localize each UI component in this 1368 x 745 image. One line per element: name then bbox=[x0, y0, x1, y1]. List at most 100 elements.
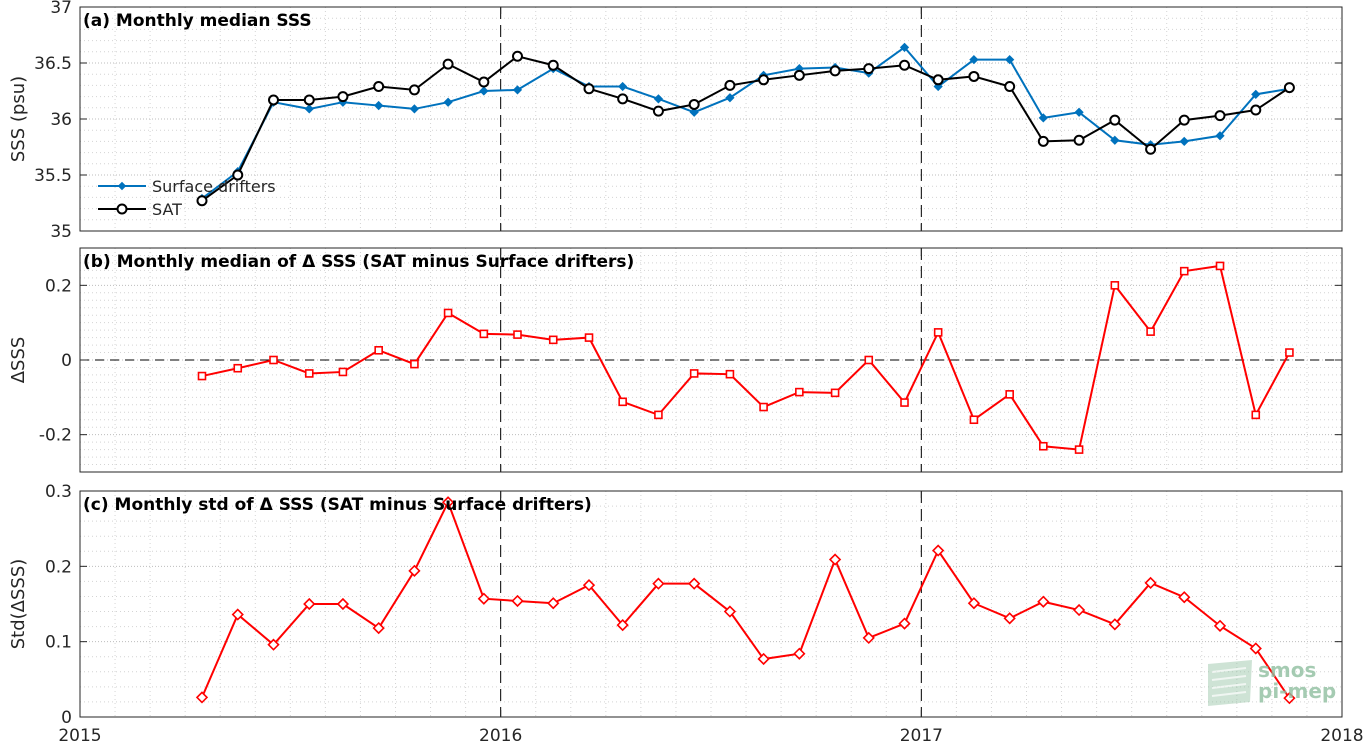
data-point-diamond bbox=[1005, 55, 1015, 65]
data-point-square bbox=[900, 398, 909, 407]
data-point-square bbox=[197, 371, 207, 381]
y-tick-label: 36.5 bbox=[34, 54, 72, 74]
data-point-diamond bbox=[725, 93, 735, 103]
data-point-square bbox=[1215, 261, 1225, 271]
data-point-diamond bbox=[374, 100, 384, 111]
data-point-square bbox=[410, 359, 419, 369]
data-point-diamond bbox=[267, 638, 280, 651]
panel-a: 35 35.5 36 36.5 37 SSS (psu) (a) Monthly media… bbox=[8, 0, 1343, 242]
data-point-square bbox=[233, 363, 243, 373]
data-point-square bbox=[513, 330, 522, 339]
data-point-diamond bbox=[1003, 612, 1016, 625]
legend-label-sat: SAT bbox=[152, 200, 182, 219]
data-point-circle bbox=[1073, 134, 1085, 146]
data-point-circle bbox=[863, 63, 875, 75]
series-line-sat bbox=[201, 55, 1290, 202]
panel-title: (c) Monthly std of Δ SSS (SAT minus Surf… bbox=[83, 495, 592, 515]
series-line-delta-sss bbox=[201, 264, 1291, 451]
data-point-diamond bbox=[409, 104, 420, 114]
data-point-diamond bbox=[616, 618, 629, 632]
data-point-circle bbox=[1250, 104, 1262, 116]
y-tick-label: 0.1 bbox=[45, 633, 72, 653]
data-point-diamond bbox=[1037, 595, 1050, 608]
data-point-circle bbox=[1109, 114, 1121, 126]
data-point-diamond bbox=[1038, 113, 1048, 123]
legend-label-surface-drifters: Surface drifters bbox=[152, 177, 276, 196]
data-point-square bbox=[1074, 445, 1084, 454]
data-point-diamond bbox=[304, 104, 314, 114]
logo-stripes bbox=[1211, 667, 1247, 697]
y-axis-label: ΔSSS bbox=[8, 337, 29, 384]
data-point-circle bbox=[547, 59, 559, 71]
data-point-circle bbox=[758, 74, 770, 86]
data-point-square bbox=[830, 388, 840, 398]
data-point-diamond bbox=[1108, 618, 1121, 631]
data-point-circle bbox=[478, 76, 490, 88]
y-tick-label: 35 bbox=[50, 222, 72, 242]
y-tick-label: 0 bbox=[61, 351, 72, 371]
y-tick-label: 35.5 bbox=[34, 166, 72, 186]
data-point-circle bbox=[337, 91, 349, 103]
data-point-square bbox=[864, 355, 874, 365]
data-point-square bbox=[1285, 348, 1294, 357]
data-point-diamond bbox=[195, 691, 209, 704]
logo-text-pi-mep: pi-mep bbox=[1258, 679, 1336, 703]
data-point-circle bbox=[442, 58, 454, 70]
data-point-diamond bbox=[477, 592, 490, 605]
data-point-square bbox=[548, 335, 558, 345]
data-point-circle bbox=[1037, 135, 1049, 147]
data-point-square bbox=[304, 369, 314, 378]
data-point-circle bbox=[1178, 114, 1190, 126]
data-point-square bbox=[443, 308, 453, 318]
y-tick-label: 0.3 bbox=[45, 482, 72, 502]
data-point-circle bbox=[1004, 81, 1016, 93]
data-point-square bbox=[933, 328, 943, 337]
data-point-diamond bbox=[1074, 107, 1084, 117]
data-point-diamond bbox=[303, 597, 316, 611]
data-point-diamond bbox=[689, 107, 699, 117]
data-point-diamond bbox=[582, 579, 596, 592]
data-point-diamond bbox=[969, 55, 979, 65]
data-point-circle bbox=[408, 84, 420, 96]
y-tick-label: 0.2 bbox=[45, 557, 72, 577]
x-tick-label: 2018 bbox=[1320, 726, 1363, 745]
data-point-diamond bbox=[1283, 692, 1296, 705]
data-point-square bbox=[1005, 390, 1014, 399]
data-point-diamond bbox=[828, 553, 842, 566]
data-point-diamond bbox=[967, 597, 981, 610]
data-point-circle bbox=[511, 50, 523, 62]
data-point-circle bbox=[1283, 82, 1295, 94]
data-point-diamond bbox=[372, 621, 385, 635]
data-point-diamond bbox=[688, 577, 701, 590]
data-point-square bbox=[374, 345, 383, 355]
data-point-square bbox=[269, 355, 278, 365]
data-point-circle bbox=[617, 93, 629, 105]
data-point-diamond bbox=[1072, 603, 1086, 617]
y-axis-label: Std(ΔSSS) bbox=[8, 559, 29, 650]
panel-c: 0 0.1 0.2 0.3 Std(ΔSSS) (c) Monthly std of Δ … bbox=[8, 482, 1343, 728]
data-point-circle bbox=[724, 79, 736, 91]
data-point-square bbox=[584, 333, 594, 342]
data-point-circle bbox=[968, 70, 980, 82]
data-point-diamond bbox=[511, 594, 524, 608]
data-point-square bbox=[479, 329, 489, 339]
data-point-diamond bbox=[231, 608, 244, 621]
data-point-diamond bbox=[757, 652, 770, 666]
data-point-square bbox=[725, 369, 735, 379]
data-point-diamond bbox=[547, 597, 560, 610]
data-point-diamond bbox=[1249, 642, 1262, 655]
data-point-diamond bbox=[512, 85, 523, 95]
data-point-diamond bbox=[479, 86, 489, 96]
data-point-diamond bbox=[1178, 591, 1191, 604]
legend-marker-diamond bbox=[117, 181, 127, 191]
data-point-circle bbox=[899, 59, 911, 71]
data-point-square bbox=[1039, 441, 1048, 451]
data-point-circle bbox=[268, 94, 280, 106]
logo-shape bbox=[1208, 660, 1252, 706]
data-point-diamond bbox=[336, 597, 350, 611]
data-point-diamond bbox=[1110, 135, 1120, 145]
data-point-diamond bbox=[899, 42, 910, 52]
logo-text-smos: smos bbox=[1258, 658, 1316, 682]
data-point-diamond bbox=[723, 605, 737, 618]
